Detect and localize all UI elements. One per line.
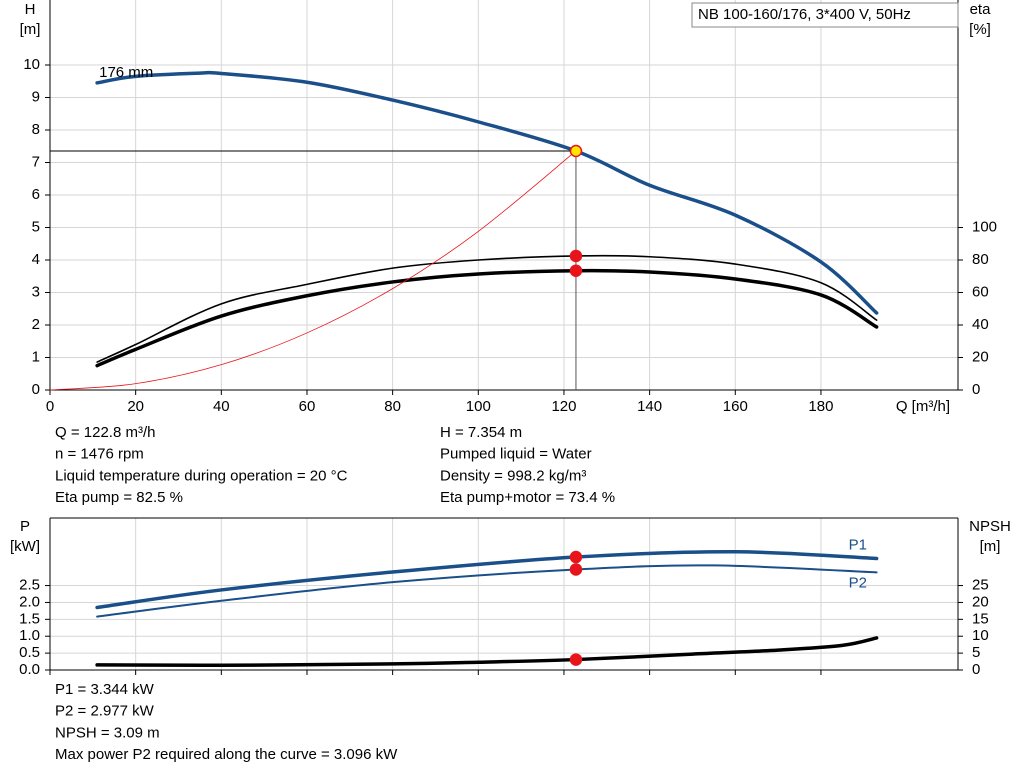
y-tick-label: 2.0 [19,593,40,610]
operating-point [569,249,583,263]
y2-tick-label: 60 [972,283,989,300]
y-tick-label: 1 [32,348,40,365]
y2-tick-label: 0 [972,381,980,398]
y-axis-title: [m] [20,21,41,38]
y-tick-label: 0 [32,381,40,398]
y2-tick-label: 0 [972,661,980,678]
y2-axis-title: [m] [980,538,1001,555]
curve [95,268,879,368]
y-tick-label: 1.0 [19,627,40,644]
x-axis-title: Q [m³/h] [896,398,950,415]
info-text: Eta pump+motor = 73.4 % [440,489,615,506]
y-tick-label: 0.0 [19,661,40,678]
x-tick-label: 120 [551,398,576,415]
operating-point [569,550,583,564]
info-text: Eta pump = 82.5 % [55,489,183,506]
x-tick-label: 160 [723,398,748,415]
curve [95,550,879,610]
info-text: P1 = 3.344 kW [55,681,155,698]
y2-axis-title: [%] [969,21,991,38]
curve-label: 176 mm [99,64,153,81]
operating-point [569,264,583,277]
y-tick-label: 4 [32,251,40,268]
info-text: n = 1476 rpm [55,446,144,463]
y-axis-title: P [20,518,30,535]
y-tick-label: 3 [32,283,40,300]
operating-point [569,653,583,666]
curve-label: P1 [849,537,867,554]
curve [49,150,577,391]
x-tick-label: 100 [466,398,491,415]
y-tick-label: 0.5 [19,644,40,661]
x-tick-label: 40 [213,398,230,415]
y-axis-title: H [25,1,36,18]
x-tick-label: 60 [299,398,316,415]
y2-tick-label: 10 [972,627,989,644]
operating-point [569,144,583,158]
y-tick-label: 2.5 [19,577,40,594]
y-tick-label: 1.5 [19,610,40,627]
curve-label: P2 [849,574,867,591]
y2-tick-label: 5 [972,644,980,661]
y-tick-label: 9 [32,88,40,105]
info-text: Max power P2 required along the curve = … [55,746,398,763]
y2-tick-label: 100 [972,218,997,235]
y-axis-title: [kW] [10,538,40,555]
curve [96,254,878,363]
operating-point [569,563,583,576]
x-tick-label: 0 [46,398,54,415]
y2-tick-label: 40 [972,316,989,333]
info-text: Density = 998.2 kg/m³ [440,467,586,484]
y-tick-label: 6 [32,186,40,203]
y-tick-label: 8 [32,121,40,138]
x-tick-label: 80 [384,398,401,415]
y2-axis-title: eta [970,1,992,18]
y2-tick-label: 25 [972,577,989,594]
x-tick-label: 140 [637,398,662,415]
info-text: NPSH = 3.09 m [55,724,160,741]
info-text: H = 7.354 m [440,424,522,441]
info-text: P2 = 2.977 kW [55,703,155,720]
info-text: Pumped liquid = Water [440,446,592,463]
curve [95,636,879,668]
title-box [691,2,959,28]
y2-axis-title: NPSH [969,518,1011,535]
x-tick-label: 180 [808,398,833,415]
chart-title: NB 100-160/176, 3*400 V, 50Hz [698,6,911,23]
y2-tick-label: 20 [972,348,989,365]
y2-tick-label: 15 [972,610,989,627]
y-tick-label: 2 [32,316,40,333]
x-tick-label: 20 [127,398,144,415]
info-text: Liquid temperature during operation = 20… [55,467,348,484]
y-tick-label: 5 [32,218,40,235]
y2-tick-label: 20 [972,593,989,610]
info-text: Q = 122.8 m³/h [55,424,155,441]
curve [95,70,879,315]
curve [96,564,878,618]
y2-tick-label: 80 [972,251,989,268]
y-tick-label: 7 [32,153,40,170]
y-tick-label: 10 [23,56,40,73]
